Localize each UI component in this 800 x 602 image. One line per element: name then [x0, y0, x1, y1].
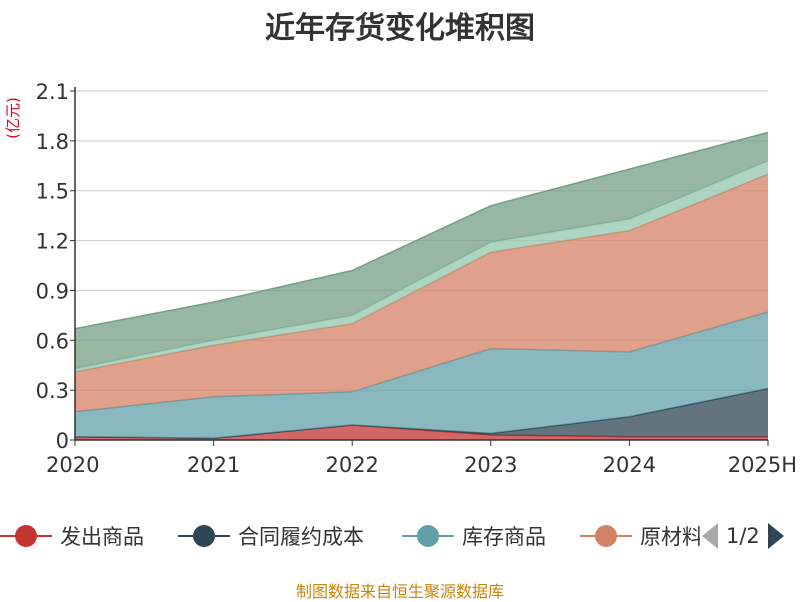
- area-series-3: [75, 312, 768, 439]
- x-tick-label: 2021: [187, 453, 240, 477]
- legend: 发出商品 合同履约成本 库存商品 原材料: [0, 516, 800, 556]
- y-tick-label: 1.5: [36, 180, 69, 204]
- x-tick-label: 2024: [603, 453, 656, 477]
- area-series-1: [75, 425, 768, 440]
- legend-marker-icon: [402, 516, 454, 556]
- x-tick-label: 2023: [464, 453, 517, 477]
- legend-marker-icon: [0, 516, 52, 556]
- source-note: 制图数据来自恒生聚源数据库: [295, 582, 504, 601]
- legend-pager: 1/2: [700, 516, 800, 556]
- chart-title: 近年存货变化堆积图: [265, 11, 535, 46]
- series-line-6: [74, 131, 769, 330]
- y-tick-label: 0.9: [36, 279, 69, 303]
- legend-label: 库存商品: [462, 525, 546, 549]
- y-tick-label: 1.8: [36, 130, 69, 154]
- y-tick-label: 0: [56, 429, 69, 453]
- y-tick-label: 0.6: [36, 329, 69, 353]
- area-series-2: [75, 388, 768, 439]
- legend-item[interactable]: 发出商品: [0, 516, 144, 556]
- y-tick-label: 1.2: [36, 230, 69, 254]
- area-series-4: [75, 174, 768, 412]
- y-tick-label: 0.3: [36, 379, 69, 403]
- legend-label: 合同履约成本: [238, 525, 364, 549]
- area-series-6: [75, 132, 768, 369]
- legend-page-indicator: 1/2: [726, 524, 760, 548]
- x-tick-label: 2022: [325, 453, 378, 477]
- x-tick-label: 2025H: [728, 453, 797, 477]
- axes: 0 0.3 0.6 0.9 1.2 1.5 1.8 2.1 2020 2021 2022 2023 20…: [36, 80, 797, 477]
- stacked-areas: [74, 131, 769, 440]
- legend-item[interactable]: 合同履约成本: [178, 516, 364, 556]
- legend-next-page-icon[interactable]: [766, 521, 786, 551]
- x-tick-label: 2020: [46, 453, 99, 477]
- y-axis-unit-label: (亿元): [4, 97, 22, 139]
- legend-item[interactable]: 库存商品: [402, 516, 546, 556]
- legend-label: 原材料: [640, 525, 703, 549]
- legend-label: 发出商品: [60, 525, 144, 549]
- legend-item[interactable]: 原材料: [580, 516, 703, 556]
- legend-marker-icon: [178, 516, 230, 556]
- y-tick-label: 2.1: [36, 80, 69, 104]
- legend-marker-icon: [580, 516, 632, 556]
- legend-prev-page-icon[interactable]: [700, 521, 720, 551]
